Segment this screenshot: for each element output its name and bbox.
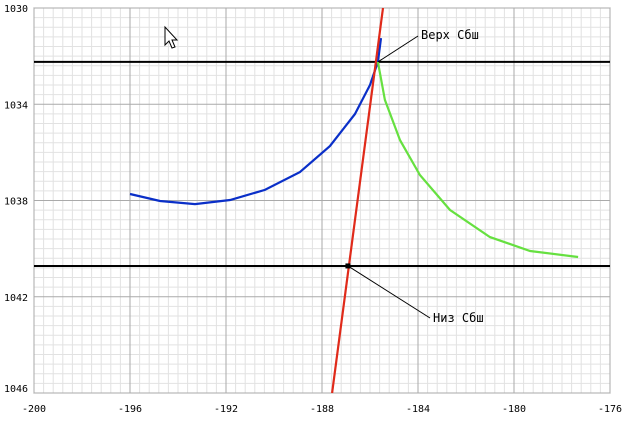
x-tick-label: -176: [598, 404, 622, 415]
y-tick-label: 1042: [4, 293, 28, 304]
y-tick-label: 1046: [4, 384, 28, 395]
series-line: [376, 61, 579, 259]
x-tick-label: -192: [214, 404, 238, 415]
x-tick-label: -184: [406, 404, 430, 415]
cursor: [164, 25, 179, 49]
series-line: [331, 7, 385, 394]
grid: [33, 7, 611, 394]
annotation: Верх Сбш: [421, 28, 479, 42]
series-line: [129, 37, 383, 206]
y-tick-label: 1038: [4, 197, 28, 208]
plot: [34, 7, 610, 394]
leader-line: [347, 265, 431, 319]
leader-line: [377, 35, 419, 63]
x-tick-label: -188: [310, 404, 334, 415]
y-tick-label: 1034: [4, 100, 28, 111]
x-tick-label: -200: [22, 404, 46, 415]
x-tick-label: -196: [118, 404, 142, 415]
x-tick-label: -180: [502, 404, 526, 415]
y-tick-label: 1030: [4, 4, 28, 15]
annotation: Низ Сбш: [433, 311, 484, 325]
